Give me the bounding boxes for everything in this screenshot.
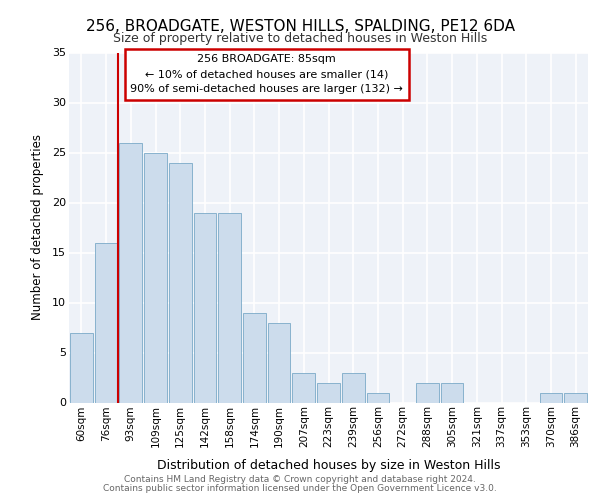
Text: Size of property relative to detached houses in Weston Hills: Size of property relative to detached ho… (113, 32, 487, 45)
Bar (243, 312, 266, 402)
Bar (169, 162, 191, 402)
Bar (539, 392, 562, 402)
Y-axis label: Number of detached properties: Number of detached properties (31, 134, 44, 320)
Bar (95, 242, 118, 402)
Bar (416, 382, 439, 402)
Bar (342, 372, 365, 402)
Text: 256 BROADGATE: 85sqm
← 10% of detached houses are smaller (14)
90% of semi-detac: 256 BROADGATE: 85sqm ← 10% of detached h… (130, 54, 403, 94)
Bar (144, 152, 167, 402)
Bar (194, 212, 216, 402)
Bar (70, 332, 93, 402)
Text: 256, BROADGATE, WESTON HILLS, SPALDING, PE12 6DA: 256, BROADGATE, WESTON HILLS, SPALDING, … (86, 19, 515, 34)
X-axis label: Distribution of detached houses by size in Weston Hills: Distribution of detached houses by size … (157, 458, 500, 471)
Text: Contains HM Land Registry data © Crown copyright and database right 2024.: Contains HM Land Registry data © Crown c… (124, 475, 476, 484)
Text: Contains public sector information licensed under the Open Government Licence v3: Contains public sector information licen… (103, 484, 497, 493)
Bar (292, 372, 315, 402)
Bar (441, 382, 463, 402)
Bar (119, 142, 142, 402)
Bar (367, 392, 389, 402)
Bar (218, 212, 241, 402)
Bar (268, 322, 290, 402)
Bar (317, 382, 340, 402)
Bar (564, 392, 587, 402)
